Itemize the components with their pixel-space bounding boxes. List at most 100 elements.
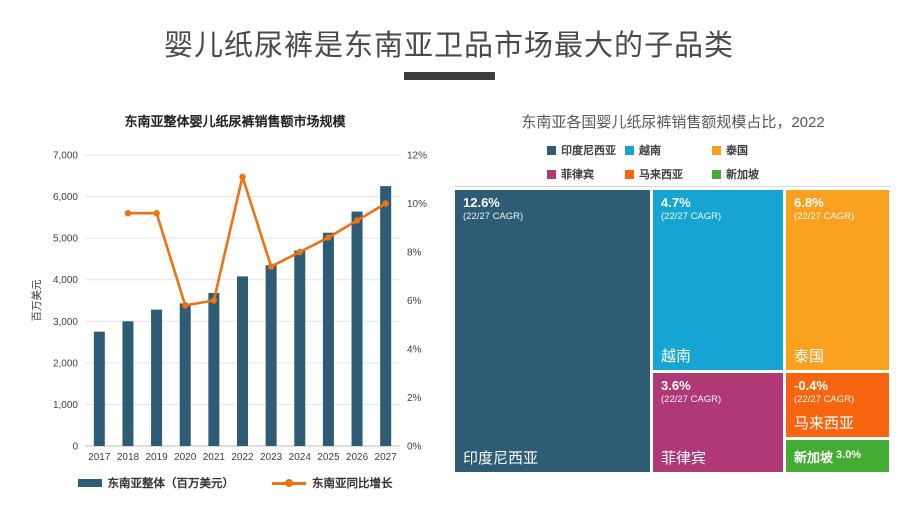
tile-name-malaysia: 马来西亚 [794, 415, 855, 432]
growth-line-marker [239, 173, 246, 181]
legend-swatch-malaysia [625, 169, 634, 179]
growth-line-marker [210, 297, 218, 304]
y-axis-right-tick: 8% [407, 248, 422, 259]
x-axis-tick: 2018 [117, 452, 140, 463]
growth-line-marker [296, 248, 303, 256]
tile-name-indonesia: 印度尼西亚 [463, 450, 539, 467]
bar-2018 [122, 321, 134, 446]
legend-swatch-indonesia [547, 145, 556, 155]
growth-line-marker [124, 210, 132, 217]
tile-name-philippines: 菲律宾 [661, 450, 707, 467]
tile-cagr-note-philippines: (22/27 CAGR) [661, 393, 722, 405]
treemap-legend-item-malaysia: 马来西亚 [625, 166, 683, 182]
treemap-tile-thailand: 6.8% (22/27 CAGR) 泰国 [786, 190, 889, 370]
tile-value-malaysia: -0.4% [794, 378, 828, 393]
tile-value-singapore: 3.0% [836, 449, 862, 462]
treemap-tile-singapore: 新加坡 3.0% [786, 440, 889, 472]
y-axis-right-tick: 12% [407, 151, 427, 162]
x-axis-tick: 2020 [174, 452, 197, 463]
y-axis-right-tick: 10% [407, 199, 427, 210]
treemap-tile-philippines: 3.6% (22/27 CAGR) 菲律宾 [653, 373, 783, 472]
tile-name-singapore: 新加坡 [794, 449, 834, 465]
tile-value-philippines: 3.6% [661, 378, 691, 393]
bar-2019 [151, 309, 163, 446]
treemap-legend-item-philippines: 菲律宾 [547, 166, 594, 182]
x-axis-tick: 2027 [375, 452, 398, 463]
x-axis-tick: 2019 [145, 452, 168, 463]
bar-2020 [179, 303, 191, 446]
bar-2021 [208, 293, 220, 446]
y-axis-left-tick: 7,000 [53, 151, 78, 162]
y-axis-left-tick: 2,000 [53, 358, 78, 369]
tile-cagr-note-indonesia: (22/27 CAGR) [463, 210, 524, 222]
treemap-legend-item-vietnam: 越南 [625, 142, 661, 158]
tile-value-thailand: 6.8% [794, 195, 824, 210]
tile-cagr-note-thailand: (22/27 CAGR) [794, 210, 855, 222]
y-axis-right-tick: 4% [407, 345, 422, 356]
tile-name-vietnam: 越南 [661, 348, 692, 365]
x-axis-tick: 2026 [346, 452, 369, 463]
legend-label-singapore: 新加坡 [726, 169, 759, 181]
treemap-legend-item-singapore: 新加坡 [712, 166, 759, 182]
tile-value-indonesia: 12.6% [463, 195, 500, 210]
x-axis-tick: 2024 [289, 452, 312, 463]
combo-chart-title: 东南亚整体婴儿纸尿裤销售额市场规模 [124, 114, 346, 129]
y-axis-right-tick: 2% [407, 393, 422, 404]
growth-line [127, 175, 387, 307]
combo-chart-legend: 东南亚整体（百万美元） 东南亚同比增长 [30, 475, 440, 491]
x-axis-tick: 2022 [231, 452, 254, 463]
y-axis-right-tick: 0% [407, 442, 422, 453]
combo-chart-panel: 东南亚整体婴儿纸尿裤销售额市场规模 0 1,000 2,000 3,000 4,000 5… [30, 112, 440, 491]
y-axis-left-tick: 1,000 [53, 400, 78, 411]
treemap-tile-indonesia: 12.6% (22/27 CAGR) 印度尼西亚 [455, 190, 650, 472]
title-underline [404, 72, 495, 80]
combo-chart: 0 1,000 2,000 3,000 4,000 5,000 6,000 7,000 0% 2%… [30, 151, 427, 464]
legend-label-malaysia: 马来西亚 [639, 169, 683, 181]
x-axis-tick: 2023 [260, 452, 283, 463]
x-axis-tick: 2017 [88, 452, 111, 463]
treemap-legend-item-thailand: 泰国 [712, 142, 748, 158]
page-title: 婴儿纸尿裤是东南亚卫品市场最大的子品类 [163, 30, 734, 62]
growth-line-marker [382, 200, 389, 207]
tile-name-thailand: 泰国 [794, 348, 825, 365]
bar-2026 [351, 211, 363, 446]
bar-series-label: 东南亚整体（百万美元） [107, 478, 235, 490]
legend-swatch-philippines [547, 169, 556, 179]
treemap-tile-malaysia: -0.4% (22/27 CAGR) 马来西亚 [786, 373, 889, 437]
y-axis-left-tick: 4,000 [53, 275, 78, 286]
bar-2023 [265, 265, 277, 446]
legend-label-thailand: 泰国 [726, 145, 748, 157]
y-axis-title: 百万美元 [30, 279, 43, 321]
y-axis-right-tick: 6% [407, 296, 422, 307]
growth-line-marker [153, 210, 160, 217]
line-series-swatch [272, 481, 306, 485]
growth-line-marker [353, 217, 361, 224]
y-axis-left-tick: 6,000 [53, 192, 78, 203]
legend-label-vietnam: 越南 [639, 145, 661, 157]
line-series-label: 东南亚同比增长 [312, 478, 393, 490]
tile-cagr-note-malaysia: (22/27 CAGR) [794, 393, 855, 405]
bar-2024 [294, 250, 306, 446]
x-axis-tick: 2025 [317, 452, 340, 463]
bar-2022 [237, 276, 248, 446]
y-axis-left-tick: 5,000 [53, 234, 78, 245]
legend-label-philippines: 菲律宾 [561, 169, 594, 181]
bar-2017 [93, 331, 105, 446]
treemap: 12.6% (22/27 CAGR) 印度尼西亚 4.7% (22/27 CAGR) 越南… [455, 190, 889, 472]
y-axis-left-tick: 0 [72, 442, 78, 453]
legend-label-indonesia: 印度尼西亚 [561, 145, 616, 157]
tile-value-vietnam: 4.7% [661, 195, 691, 210]
x-axis-tick: 2021 [203, 452, 226, 463]
y-axis-left-tick: 3,000 [53, 317, 78, 328]
treemap-legend: 印度尼西亚 越南 泰国菲律宾 马来西亚 新加坡 [455, 138, 891, 184]
bar-2025 [322, 232, 334, 446]
bar-2027 [380, 186, 392, 446]
treemap-legend-item-indonesia: 印度尼西亚 [547, 142, 616, 158]
growth-line-marker [182, 302, 189, 309]
legend-swatch-vietnam [625, 145, 634, 155]
tile-cagr-note-vietnam: (22/27 CAGR) [661, 210, 722, 222]
legend-item-bar-series: 东南亚整体（百万美元） [77, 475, 235, 491]
growth-line-marker [267, 263, 275, 270]
legend-swatch-thailand [712, 145, 721, 155]
